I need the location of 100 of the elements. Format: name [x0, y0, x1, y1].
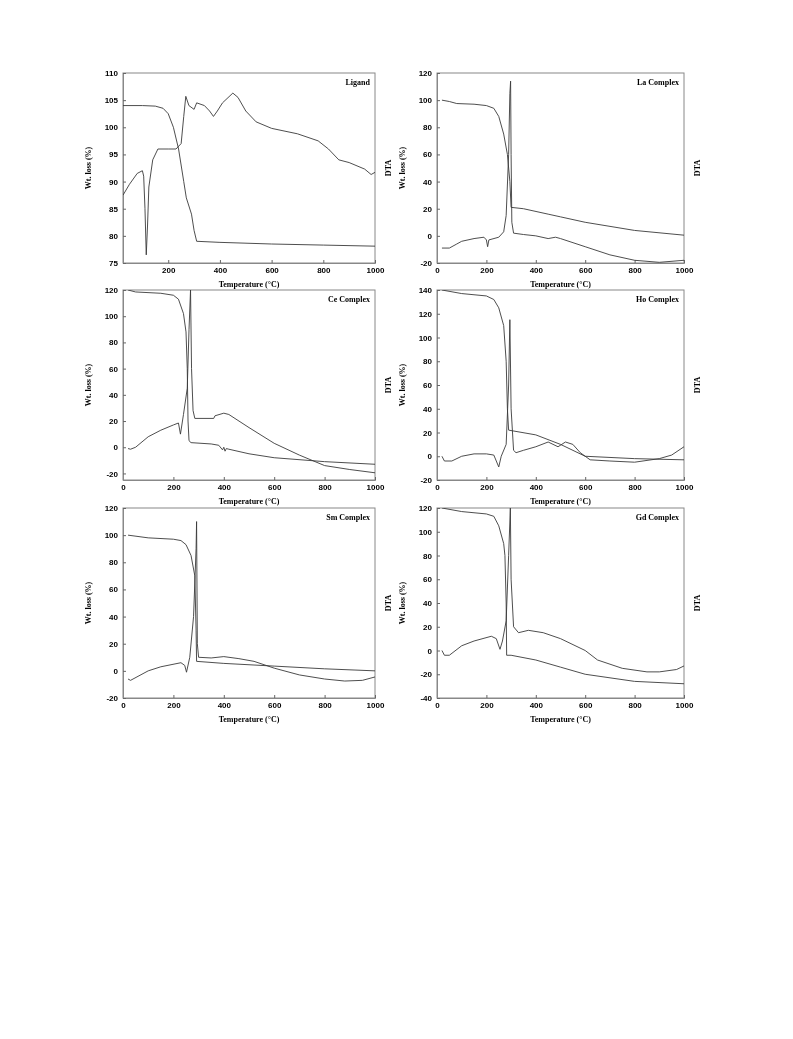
y-tick-label: 80 [109, 338, 119, 348]
y-tick-label: -20 [420, 670, 433, 680]
y-tick-label: 105 [104, 96, 119, 106]
y-tick-label: 75 [109, 259, 119, 269]
y-tick-label: 40 [423, 404, 433, 414]
text: Gd Complex [635, 513, 679, 522]
y-tick-label: 20 [423, 622, 433, 632]
y2-axis-title: DTA [384, 376, 393, 394]
x-tick-label: 200 [162, 265, 176, 275]
y-tick-label: 60 [423, 575, 433, 585]
y-tick-label: 80 [109, 558, 119, 568]
y-axis-title: Wt. loss (%) [84, 363, 93, 407]
y-tick-label: 60 [109, 364, 119, 374]
y-tick-label: 0 [113, 443, 119, 453]
x-tick-label: 1000 [366, 265, 385, 275]
x-axis-title: Temperature (°C) [530, 497, 592, 506]
x-tick-label: 0 [435, 265, 441, 275]
y-tick-label: 20 [423, 204, 433, 214]
y-tick-label: 40 [109, 390, 119, 400]
x-tick-label: 0 [121, 700, 127, 710]
y-tick-label: 90 [109, 177, 119, 187]
y-tick-label: 60 [423, 150, 433, 160]
x-tick-label: 800 [628, 700, 643, 710]
y-tick-label: 110 [105, 69, 119, 79]
y2-axis-title: DTA [693, 159, 702, 177]
y-tick-label: 40 [109, 612, 119, 622]
x-tick-label: 400 [217, 700, 232, 710]
y-tick-label: 20 [109, 417, 119, 427]
y-tick-label: 60 [109, 585, 119, 595]
x-tick-label: 400 [529, 482, 544, 492]
x-tick-label: 1000 [366, 700, 385, 710]
y-axis-title: Wt. loss (%) [398, 363, 407, 407]
y-tick-label: -40 [420, 694, 433, 704]
y-tick-label: -20 [106, 694, 119, 704]
y-tick-label: 120 [104, 286, 119, 296]
y-tick-label: 0 [427, 231, 433, 241]
x-tick-label: 200 [480, 700, 495, 710]
y-axis-title: Wt. loss (%) [84, 581, 93, 625]
y-tick-label: 120 [418, 69, 433, 79]
text: Ligand [345, 78, 371, 87]
y-tick-label: 0 [113, 666, 119, 676]
y-axis-title: Wt. loss (%) [398, 581, 407, 625]
x-tick-label: 400 [217, 482, 232, 492]
x-tick-label: 400 [529, 700, 544, 710]
x-axis-title: Temperature (°C) [218, 715, 280, 724]
text: La Complex [637, 78, 679, 87]
x-tick-label: 200 [167, 482, 182, 492]
x-tick-label: 800 [628, 265, 643, 275]
y-tick-label: 60 [423, 381, 433, 391]
x-tick-label: 1000 [675, 265, 694, 275]
y-tick-label: 95 [109, 150, 119, 160]
x-axis-title: Temperature (°C) [218, 497, 280, 506]
y-tick-label: 100 [104, 312, 119, 322]
x-tick-label: 400 [213, 265, 228, 275]
x-tick-label: 0 [435, 482, 441, 492]
y-tick-label: 120 [418, 309, 433, 319]
y-tick-label: 120 [104, 504, 119, 514]
x-tick-label: 600 [268, 700, 282, 710]
text: Sm Complex [326, 513, 370, 522]
text: Ce Complex [328, 295, 370, 304]
y-tick-label: 120 [418, 504, 433, 514]
y-axis-title: Wt. loss (%) [84, 146, 93, 190]
y-tick-label: 80 [423, 357, 433, 367]
x-tick-label: 200 [167, 700, 182, 710]
x-tick-label: 800 [318, 700, 333, 710]
x-tick-label: 600 [579, 700, 593, 710]
x-tick-label: 600 [265, 265, 280, 275]
x-tick-label: 600 [268, 482, 282, 492]
y-tick-label: -20 [420, 476, 433, 486]
y-tick-label: 40 [423, 177, 433, 187]
y-tick-label: 100 [104, 123, 119, 133]
y-tick-label: 20 [423, 428, 433, 438]
y-tick-label: 85 [109, 204, 119, 214]
x-tick-label: 800 [318, 482, 333, 492]
y-tick-label: -20 [420, 259, 433, 269]
x-tick-label: 1000 [675, 482, 694, 492]
line-series [441, 80, 684, 263]
x-tick-label: 600 [579, 265, 593, 275]
y-tick-label: 100 [418, 527, 433, 537]
y-tick-label: 140 [418, 286, 433, 296]
y-tick-label: 100 [104, 531, 119, 541]
y-axis-title: Wt. loss (%) [398, 146, 407, 190]
x-tick-label: 800 [628, 482, 643, 492]
y-tick-label: 80 [423, 123, 433, 133]
y2-axis-title: DTA [693, 376, 702, 394]
y-tick-label: 40 [423, 599, 433, 609]
y2-axis-title: DTA [693, 594, 702, 612]
x-tick-label: 1000 [675, 700, 694, 710]
y-tick-label: 20 [109, 639, 119, 649]
y-tick-label: 80 [109, 231, 119, 241]
x-axis-title: Temperature (°C) [530, 280, 592, 289]
y-tick-label: 0 [427, 452, 433, 462]
y-tick-label: 80 [423, 551, 433, 561]
text: Ho Complex [636, 295, 679, 304]
y-tick-label: 0 [427, 646, 433, 656]
x-tick-label: 0 [121, 482, 127, 492]
x-tick-label: 1000 [366, 482, 385, 492]
x-axis-title: Temperature (°C) [218, 280, 280, 289]
x-tick-label: 0 [435, 700, 441, 710]
y-tick-label: 100 [418, 333, 433, 343]
